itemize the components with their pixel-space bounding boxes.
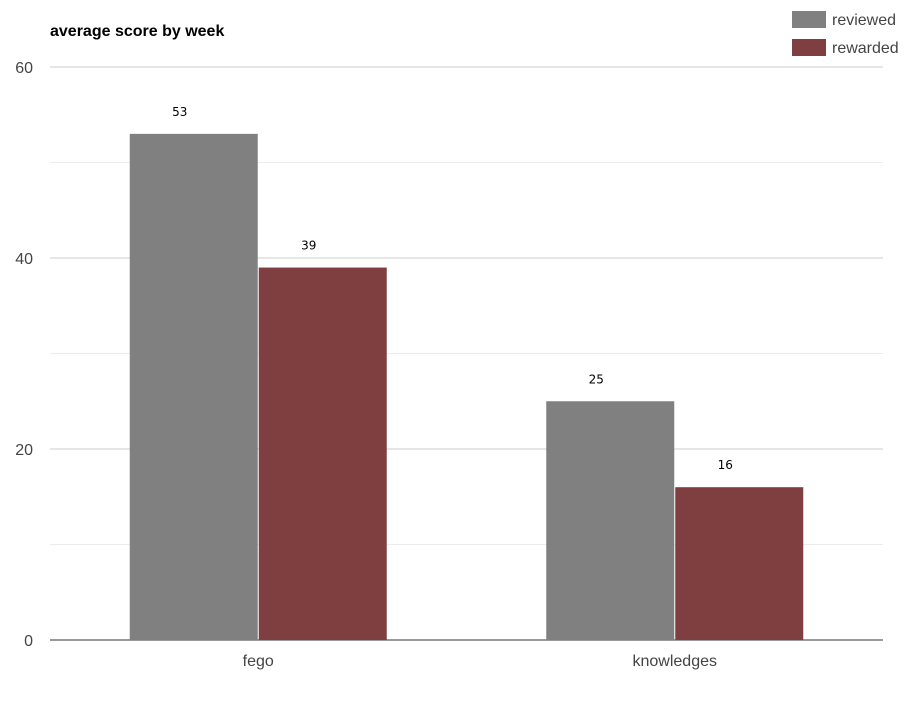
bar-rewarded-fego xyxy=(258,267,387,640)
bar-reviewed-knowledges xyxy=(546,401,675,640)
bar-rewarded-knowledges xyxy=(675,487,804,640)
x-category-label: knowledges xyxy=(633,653,718,670)
legend-swatch-rewarded xyxy=(792,39,826,56)
y-axis-ticks: 0 20 40 60 xyxy=(15,60,33,650)
y-tick-label: 60 xyxy=(15,60,33,77)
legend-label-reviewed: reviewed xyxy=(832,12,896,29)
bar-reviewed-fego xyxy=(129,133,258,640)
legend: reviewed rewarded xyxy=(792,11,899,57)
y-tick-label: 0 xyxy=(24,633,33,650)
data-labels: 53 39 25 16 xyxy=(172,105,733,472)
data-label: 53 xyxy=(172,105,187,119)
data-label: 39 xyxy=(301,239,316,253)
y-tick-label: 40 xyxy=(15,251,33,268)
x-axis-categories: fego knowledges xyxy=(243,653,717,670)
data-label: 16 xyxy=(718,458,733,472)
x-category-label: fego xyxy=(243,653,274,670)
legend-label-rewarded: rewarded xyxy=(832,40,899,57)
legend-swatch-reviewed xyxy=(792,11,826,28)
chart-title: average score by week xyxy=(50,23,224,40)
y-tick-label: 20 xyxy=(15,442,33,459)
bars xyxy=(129,133,804,640)
data-label: 25 xyxy=(589,372,604,386)
